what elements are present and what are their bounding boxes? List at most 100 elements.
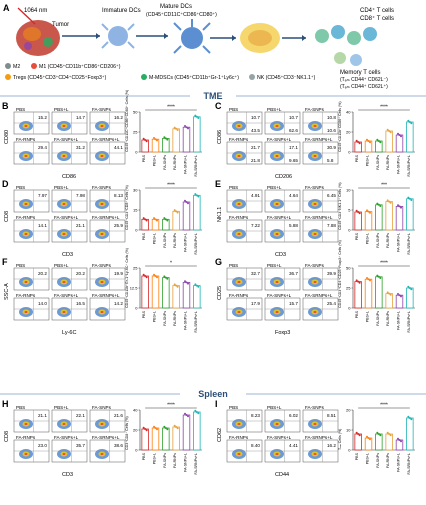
flow-plot-title: PBS+L <box>54 405 69 410</box>
bar-data-point <box>163 425 166 428</box>
bar-data-point <box>357 280 360 283</box>
flow-quadrant-value: 16.2 <box>114 115 123 120</box>
flow-density-peak <box>275 423 279 425</box>
significance-label: **** <box>380 105 388 111</box>
bar-data-point <box>400 206 402 209</box>
flow-plot-title: PBS+L <box>267 107 282 112</box>
memory-tem: (Tₑₘ CD44⁺ CD62L⁻) <box>340 77 388 83</box>
significance-label: **** <box>380 403 388 409</box>
panel-c: C CD86 CD206 PBS 10.7 43.5 PBS+L 10.7 62.6 FA-SNP… <box>215 101 415 180</box>
bar-data-point <box>197 117 200 119</box>
bar-data-point <box>376 202 379 205</box>
bar-data-point <box>376 274 379 277</box>
bar-data-point <box>408 417 411 419</box>
flow-quadrant-value: 8.23 <box>251 413 260 418</box>
bar-x-tick-label: FA-SNPs+L <box>184 311 188 330</box>
bar-data-point <box>194 193 197 196</box>
bar-x-tick-label: FA-SNPs <box>163 155 167 170</box>
bar <box>193 411 201 451</box>
mdsc-icon <box>141 74 147 80</box>
bar-data-point <box>369 438 371 441</box>
bar-y-tick-label: 0 <box>348 228 351 233</box>
bar-y-tick-label: 10 <box>346 188 351 193</box>
flow-x-axis-label: CD206 <box>275 174 292 180</box>
bar <box>193 116 201 153</box>
bar-data-point <box>166 277 169 280</box>
flow-quadrant-value: 14.7 <box>76 115 85 120</box>
flow-plot-title: FA-SNPs <box>305 405 325 410</box>
bar-data-point <box>185 414 188 416</box>
flow-x-axis-label: CD86 <box>62 174 76 180</box>
flow-plot-title: FA-SNPs+L <box>267 293 292 298</box>
bar <box>172 128 180 153</box>
flow-quadrant-value: 6.45 <box>327 193 336 198</box>
flow-plot-title: FA-SNPs+L <box>267 215 292 220</box>
significance-label: *** <box>381 183 387 189</box>
bar <box>375 204 383 231</box>
bar-x-tick-label: PBS <box>142 232 146 240</box>
flow-plot-title: FA-SNPs <box>92 405 112 410</box>
legend-mdscs: M-MDSCs (CD45⁺CD11b⁺Gr-1⁺Ly6c⁺) <box>149 75 239 81</box>
flow-density-peak <box>275 125 279 127</box>
bar-data-point <box>195 411 198 413</box>
bar-y-axis-label: CD45⁺CD3⁺CD8⁺ Cells (%) <box>125 185 129 230</box>
bar-y-axis-label: CD45⁺CD3⁻NK1.1⁺ Cells (%) <box>338 182 342 230</box>
panel-a: A 1064 nm Tumor Immature DCs Mature DCs … <box>3 3 394 90</box>
flow-plot-title: FA-SNPs+L <box>54 215 79 220</box>
flow-y-axis-label: CD25 <box>217 286 223 300</box>
bar-data-point <box>355 139 358 142</box>
flow-x-axis-label: CD3 <box>62 472 73 478</box>
bar <box>141 275 149 309</box>
bar-data-point <box>176 211 179 214</box>
bar-data-point <box>176 129 179 131</box>
flow-density-peak <box>100 423 104 425</box>
immature-dcs-label: Immature DCs <box>102 8 141 14</box>
bar <box>364 211 373 231</box>
bar-x-tick-label: PBS <box>355 452 359 460</box>
flow-x-axis-label: CD44 <box>275 472 289 478</box>
tumor-nodule-icon <box>24 42 32 50</box>
bar-data-point <box>400 440 402 443</box>
significance-label: **** <box>167 403 175 409</box>
bar-data-point <box>358 142 361 145</box>
bar <box>151 275 160 309</box>
mature-dc-icon <box>181 27 203 49</box>
bar-data-point <box>154 218 157 221</box>
bar-data-point <box>389 434 392 437</box>
significance-label: * <box>170 261 172 267</box>
flow-density-peak <box>237 155 241 157</box>
flow-plot-title: PBS <box>229 107 238 112</box>
flow-density-peak <box>275 311 279 313</box>
bar-data-point <box>197 285 200 288</box>
bar-data-point <box>153 137 155 139</box>
significance-label: **** <box>167 183 175 189</box>
flow-quadrant-value: 23.0 <box>38 443 47 448</box>
flow-density-peak <box>62 233 66 235</box>
flow-quadrant-value: 4.91 <box>251 193 260 198</box>
bar-data-point <box>184 412 186 415</box>
bar-data-point <box>144 139 147 141</box>
t-cell-icon <box>331 25 345 39</box>
bar-data-point <box>397 437 399 440</box>
flow-quadrant-value: 21.1 <box>38 413 47 418</box>
bar <box>193 194 201 231</box>
bar-data-point <box>144 275 147 277</box>
flow-density-peak <box>24 155 28 157</box>
dc-dendrite-icon <box>173 19 211 54</box>
bar-x-tick-label: PBS+L <box>153 311 157 322</box>
flow-density-peak <box>313 203 317 205</box>
flow-quadrant-value: 20.2 <box>76 271 85 276</box>
bar-y-axis-label: CD45⁺CD11b⁺CD86⁺ Cells (%) <box>338 101 342 152</box>
bar-data-point <box>173 126 176 129</box>
bar-x-tick-label: PBS <box>142 452 146 460</box>
bar <box>193 285 201 309</box>
bar-data-point <box>164 276 167 279</box>
memory-t-cell-icon <box>350 54 362 66</box>
bar-data-point <box>144 428 147 430</box>
bar-data-point <box>377 140 380 142</box>
m1-icon <box>31 63 37 69</box>
flow-density-peak <box>100 203 104 205</box>
bar <box>385 433 393 451</box>
cd8-label: CD8⁺ T cells <box>360 15 394 22</box>
